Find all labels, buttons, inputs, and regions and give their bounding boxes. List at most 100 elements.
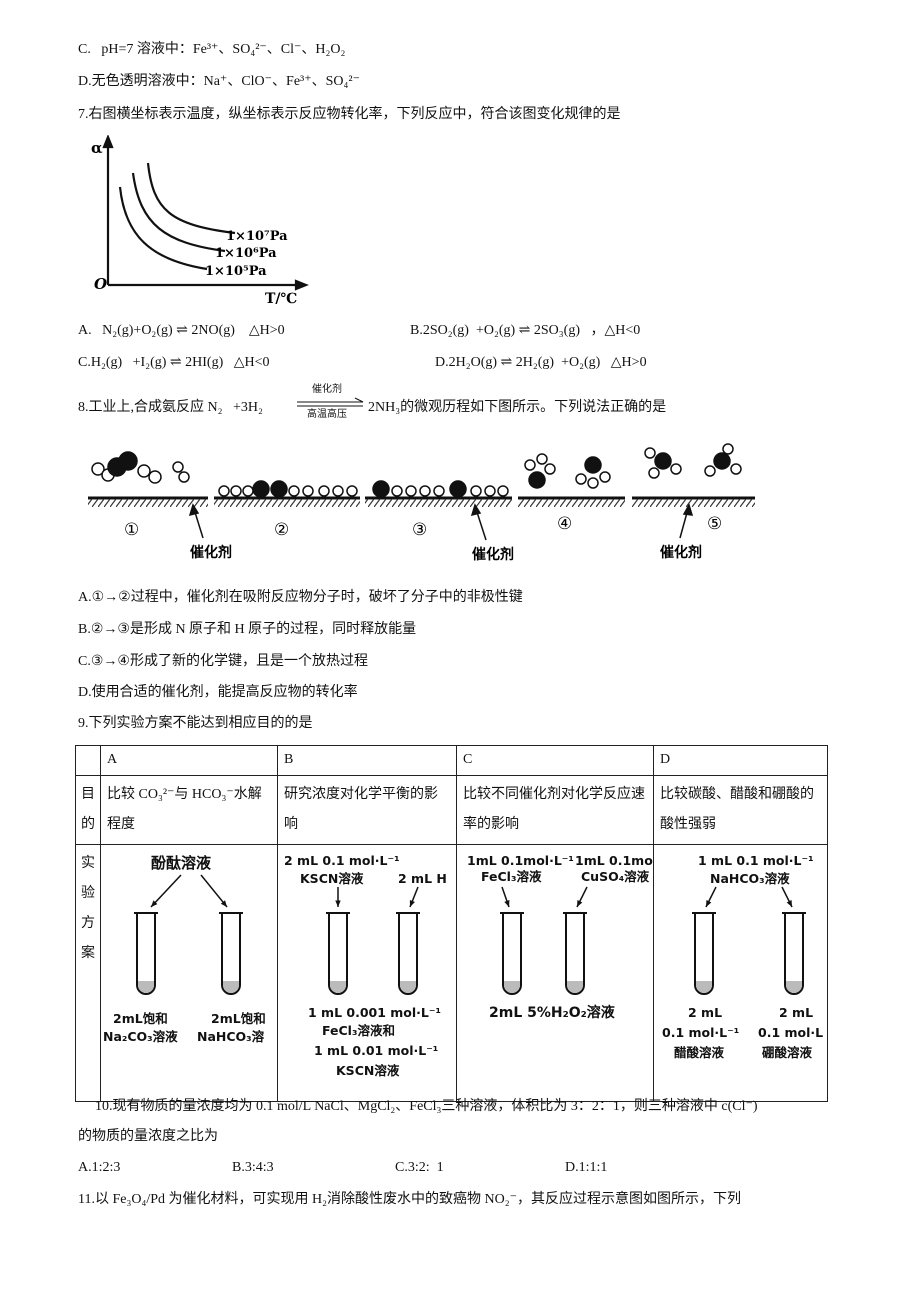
- figure-label: KSCN溶液: [300, 871, 364, 886]
- test-tube: [221, 913, 241, 995]
- test-tube: [502, 913, 522, 995]
- figure-label: NaHCO₃溶液: [710, 871, 790, 886]
- table-cell: [75, 745, 101, 776]
- question-stem: 2NH₃的微观历程如下图所示。下列说法正确的是: [368, 400, 667, 415]
- liquid: [504, 981, 520, 993]
- liquid: [786, 981, 802, 993]
- figure-label: CuSO₄溶液: [581, 869, 650, 884]
- axis-arrow: [294, 279, 309, 291]
- experiment-figure: 2 mL 0.1 mol·L⁻¹ KSCN溶液 2 mL H 1 mL 0.00…: [279, 846, 456, 1096]
- figure-label: 硼酸溶液: [762, 1045, 813, 1060]
- option: B.2SO₂(g) +O₂(g) ⇌ 2SO₃(g) ，△H<0: [410, 323, 641, 338]
- catalyst-label: 催化剂: [190, 544, 232, 561]
- equilibrium-arrow: [297, 397, 364, 407]
- arrow: [150, 874, 182, 908]
- figure-label: 1mL 0.1mol·: [575, 853, 653, 868]
- axis-arrow: [102, 135, 114, 149]
- conversion-graph: α O T/℃ 1×10⁷Pa 1×10⁶Pa 1×10⁵Pa: [91, 135, 309, 307]
- experiment-figure: 酚酞溶液 2mL饱和 Na₂CO₃溶液 2mL饱和 NaHCO₃溶: [101, 845, 277, 1095]
- tube-drawing: [326, 886, 420, 995]
- table-header: A: [100, 745, 278, 776]
- figure-label: NaHCO₃溶: [197, 1029, 265, 1044]
- arrow-head: [504, 900, 510, 907]
- option: C.3:2: 1: [395, 1160, 444, 1175]
- arrow-label: 催化剂: [312, 384, 342, 395]
- test-tube: [565, 913, 585, 995]
- liquid: [330, 981, 346, 993]
- test-tube: [136, 913, 156, 995]
- step-label: ④: [557, 514, 572, 534]
- figure-label: 1 mL 0.1 mol·L⁻¹: [698, 853, 814, 868]
- option: D.使用合适的催化剂，能提高反应物的转化率: [78, 685, 358, 700]
- table-cell: 比较不同催化剂对化学反应速率的影响: [456, 775, 654, 845]
- question-stem: 7.右图横坐标表示温度，纵坐标表示反应物转化率，下列反应中，符合该图变化规律的是: [78, 107, 621, 122]
- table-cell: 比较碳酸、醋酸和硼酸的酸性强弱: [653, 775, 828, 845]
- figure-label: 2 mL: [779, 1005, 814, 1020]
- table-cell: 研究浓度对化学平衡的影响: [277, 775, 457, 845]
- step-label: ①: [124, 520, 139, 540]
- curve-label: 1×10⁵Pa: [205, 264, 267, 279]
- option: D.1:1:1: [565, 1160, 608, 1175]
- figure-label: FeCl₃溶液: [481, 869, 542, 884]
- arrow-head: [409, 900, 415, 907]
- curve-label: 1×10⁷Pa: [226, 229, 288, 244]
- arrow: [200, 874, 228, 908]
- table-cell: 1mL 0.1mol·L⁻¹ FeCl₃溶液 1mL 0.1mol· CuSO₄…: [456, 844, 654, 1102]
- option: B.②→③是形成 N 原子和 H 原子的过程，同时释放能量: [78, 622, 417, 637]
- curve: [118, 186, 208, 271]
- figure-label: 1 mL 0.001 mol·L⁻¹: [308, 1005, 441, 1020]
- figure-label: 0.1 mol·L: [758, 1025, 824, 1040]
- experiment-figure: 1mL 0.1mol·L⁻¹ FeCl₃溶液 1mL 0.1mol· CuSO₄…: [457, 845, 653, 1095]
- question-stem: 的物质的量浓度之比为: [78, 1129, 218, 1144]
- option: A.①→②过程中，催化剂在吸附反应物分子时，破坏了分子中的非极性键: [78, 590, 523, 605]
- option: C.H₂(g) +I₂(g) ⇌ 2HI(g) △H<0: [78, 355, 270, 370]
- arrow-label: 高温高压: [307, 409, 347, 420]
- question-stem: 8.工业上,合成氨反应 N₂ +3H₂: [78, 400, 263, 415]
- step-label: ⑤: [707, 514, 722, 534]
- figure-label: Na₂CO₃溶液: [103, 1029, 178, 1044]
- figure-label: 醋酸溶液: [674, 1045, 725, 1060]
- table-cell: 1 mL 0.1 mol·L⁻¹ NaHCO₃溶液 2 mL 0.1 mol·L…: [653, 844, 828, 1102]
- step-label: ③: [412, 520, 427, 540]
- figure-label: 2mL 5%H₂O₂溶液: [489, 1005, 615, 1021]
- figure-label: 2mL饱和: [211, 1011, 266, 1026]
- table-cell: 酚酞溶液 2mL饱和 Na₂CO₃溶液 2mL饱和 NaHCO₃溶: [100, 844, 278, 1102]
- figure-label: 2 mL: [688, 1005, 723, 1020]
- option: A.1:2:3: [78, 1160, 121, 1175]
- tube-drawing: [134, 874, 243, 995]
- liquid: [138, 981, 154, 993]
- figure-label: 2mL饱和: [113, 1011, 168, 1026]
- experiment-figure: 1 mL 0.1 mol·L⁻¹ NaHCO₃溶液 2 mL 0.1 mol·L…: [654, 845, 827, 1095]
- arrow-head: [151, 900, 158, 907]
- row-label: 目的: [75, 775, 101, 845]
- curve-label: 1×10⁶Pa: [215, 246, 277, 261]
- figure-label: 1mL 0.1mol·L⁻¹: [467, 853, 574, 868]
- step-label: ②: [274, 520, 289, 540]
- table-header: B: [277, 745, 457, 776]
- option: C.③→④形成了新的化学键，且是一个放热过程: [78, 654, 368, 669]
- axis-label: T/℃: [265, 291, 298, 307]
- row-label: 实验方案: [75, 844, 101, 1102]
- figure-label: 0.1 mol·L⁻¹: [662, 1025, 740, 1040]
- axis-label: α: [91, 139, 103, 157]
- option: D.无色透明溶液中：Na⁺、ClO⁻、Fe³⁺、SO₄²⁻: [78, 74, 361, 89]
- arrow-head: [786, 900, 792, 907]
- catalyst-label: 催化剂: [472, 546, 514, 563]
- test-tube: [784, 913, 804, 995]
- experiment-table: A B C D 目的 比较 CO₃²⁻与 HCO₃⁻水解程度 研究浓度对化学平衡…: [75, 745, 828, 1102]
- figure-label: 酚酞溶液: [151, 854, 212, 872]
- option: A. N₂(g)+O₂(g) ⇌ 2NO(g) △H>0: [78, 323, 285, 338]
- test-tube: [398, 913, 418, 995]
- liquid: [400, 981, 416, 993]
- tube-drawing: [500, 886, 588, 995]
- origin-label: O: [94, 275, 107, 293]
- curve: [131, 172, 226, 253]
- option: B.3:4:3: [232, 1160, 274, 1175]
- table-header: D: [653, 745, 828, 776]
- liquid: [567, 981, 583, 993]
- figure-label: 2 mL H: [398, 871, 447, 886]
- table-cell: 2 mL 0.1 mol·L⁻¹ KSCN溶液 2 mL H 1 mL 0.00…: [277, 844, 457, 1102]
- figure-label: 2 mL 0.1 mol·L⁻¹: [284, 853, 400, 868]
- mechanism-diagram: ① ② ③ ④ ⑤ 催化剂 催化剂 催化剂: [88, 443, 755, 563]
